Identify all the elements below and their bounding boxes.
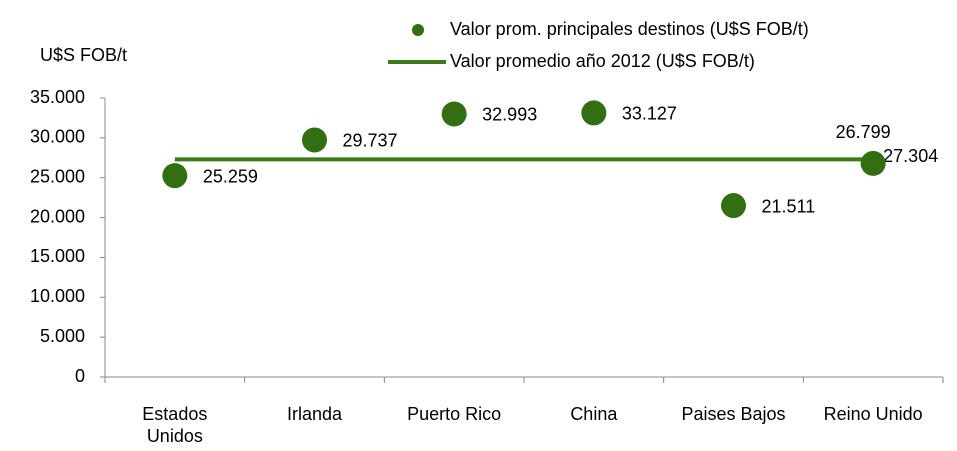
x-tick-label: Puerto Rico — [407, 404, 502, 424]
data-label: 21.511 — [762, 196, 816, 216]
x-tick-label: Estados Unidos — [142, 404, 208, 446]
data-label: 33.127 — [622, 104, 677, 124]
data-label: 25.259 — [203, 166, 258, 186]
x-tick-label: Paises Bajos — [681, 404, 786, 424]
y-tick-label: 5.000 — [40, 326, 85, 346]
legend-marker — [412, 24, 424, 36]
point — [162, 163, 188, 189]
point — [441, 101, 467, 127]
data-label: 26.799 — [836, 122, 891, 142]
legend-label: Valor promedio año 2012 (U$S FOB/t) — [450, 51, 755, 71]
y-tick-label: 35.000 — [30, 87, 85, 107]
point — [721, 193, 746, 219]
data-label: 32.993 — [482, 105, 537, 125]
y-tick-label: 0 — [75, 366, 85, 386]
y-tick-label: 20.000 — [30, 206, 85, 226]
x-tick-label: China — [570, 404, 618, 424]
y-tick-label: 25.000 — [30, 166, 85, 186]
x-tick-label: Reino Unido — [823, 404, 923, 424]
y-tick-label: 15.000 — [30, 246, 85, 266]
data-label: 29.737 — [343, 131, 398, 151]
y-tick-label: 10.000 — [30, 286, 85, 306]
data-label: 27.304 — [883, 146, 938, 166]
y-tick-label: 30.000 — [30, 127, 85, 147]
x-tick-label: Irlanda — [286, 404, 343, 424]
point — [860, 150, 886, 176]
y-axis-label: U$S FOB/t — [40, 45, 127, 65]
point — [302, 127, 327, 153]
point — [581, 100, 607, 126]
legend-label: Valor prom. principales destinos (U$S FO… — [450, 19, 809, 39]
